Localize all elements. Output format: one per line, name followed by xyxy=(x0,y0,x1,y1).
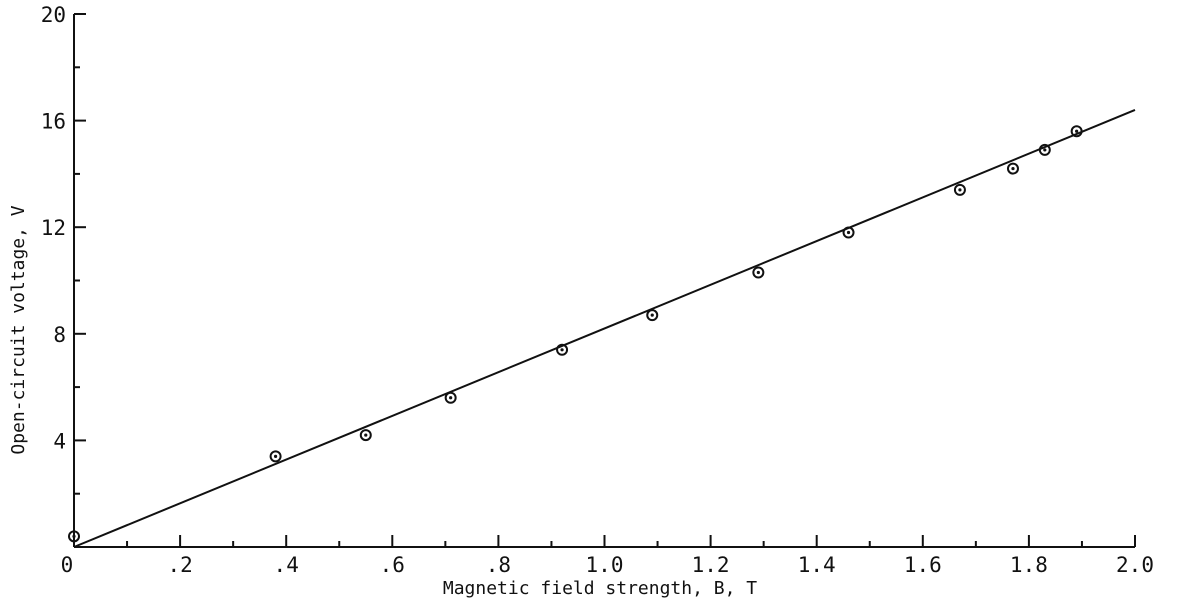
data-point-dot xyxy=(1075,129,1079,133)
data-point xyxy=(842,226,855,239)
x-ticks: 0 .2 .4 .6 .8 1.0 1.2 1.4 1.6 1.8 2.0 xyxy=(61,535,1154,577)
data-point-ring xyxy=(359,429,372,442)
data-point-ring xyxy=(1006,162,1019,175)
y-tick-label: 12 xyxy=(41,216,66,240)
x-tick-label: 1.8 xyxy=(1010,553,1048,577)
axes-layer xyxy=(73,14,1135,548)
data-point-dot xyxy=(1011,166,1015,171)
y-tick-label: 16 xyxy=(41,110,66,134)
data-point xyxy=(1006,162,1019,175)
x-axis-title: Magnetic field strength, B, T xyxy=(443,578,757,599)
x-tick-label: 2.0 xyxy=(1116,553,1154,577)
x-tick-label: .2 xyxy=(167,553,192,577)
data-point-ring xyxy=(646,309,659,322)
data-point-dot xyxy=(273,454,278,458)
data-point xyxy=(269,450,282,463)
data-point-ring xyxy=(269,450,282,463)
data-point-ring xyxy=(1038,143,1051,156)
y-ticks: 4 8 12 16 20 xyxy=(41,3,86,495)
y-axis-title: Open-circuit voltage, V xyxy=(8,205,29,454)
data-point-dot xyxy=(958,188,962,192)
x-tick-label: 1.6 xyxy=(904,553,942,577)
data-point-dot xyxy=(560,348,564,352)
data-point xyxy=(556,343,569,356)
data-point-dot xyxy=(846,230,851,235)
x-tick-label: 0 xyxy=(61,553,74,577)
x-tick-label: .6 xyxy=(380,553,405,577)
data-point-dot xyxy=(364,433,368,437)
data-point-dot xyxy=(449,396,453,400)
data-point xyxy=(444,391,457,404)
data-point-ring xyxy=(444,391,457,404)
data-point xyxy=(953,183,966,196)
data-point-ring xyxy=(556,343,569,356)
fit-layer xyxy=(73,109,1136,548)
data-point-ring xyxy=(1070,125,1083,138)
data-point-ring xyxy=(953,183,966,196)
points-layer xyxy=(68,125,1083,543)
x-tick-label: 1.2 xyxy=(692,553,730,577)
data-point-ring xyxy=(752,266,765,279)
x-tick-label: 1.4 xyxy=(798,553,836,577)
data-point xyxy=(1070,125,1083,138)
data-point xyxy=(646,309,659,322)
data-point-dot xyxy=(756,270,760,275)
x-tick-label: 1.0 xyxy=(586,553,624,577)
fit-line xyxy=(73,109,1136,548)
data-point-ring xyxy=(842,226,855,239)
y-tick-label: 20 xyxy=(41,3,66,27)
x-tick-label: .8 xyxy=(486,553,511,577)
data-point xyxy=(1038,143,1051,156)
data-point-dot xyxy=(650,313,654,317)
data-point xyxy=(752,266,765,279)
data-point-dot xyxy=(1043,148,1047,152)
x-tick-label: .4 xyxy=(274,553,299,577)
y-tick-label: 8 xyxy=(53,323,66,347)
y-tick-label: 4 xyxy=(53,429,66,453)
data-point xyxy=(359,429,372,442)
